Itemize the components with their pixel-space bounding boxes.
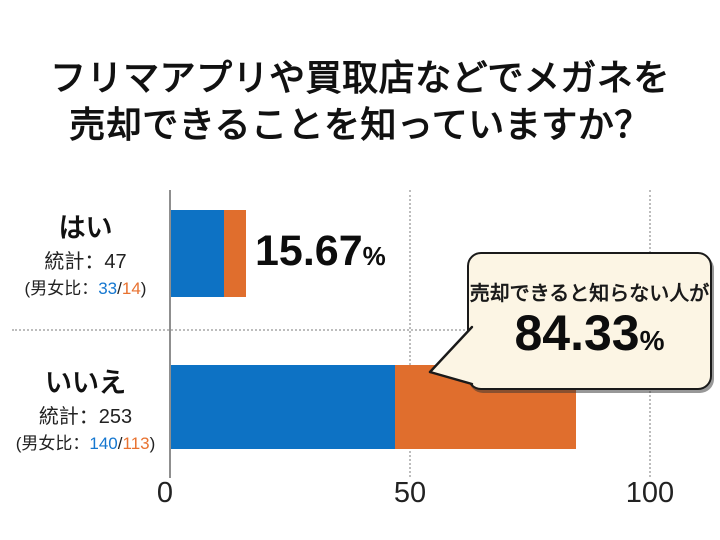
percent-value-yes: 15.67 (255, 227, 363, 275)
ratio-open: (男女比： (24, 279, 99, 298)
title-line-2: 売却できることを知っていますか？ (69, 104, 651, 145)
gender-ratio-label-yes: (男女比：33/14) (0, 278, 171, 299)
category-label-yes: はい (58, 213, 113, 243)
female-count-no: 113 (122, 434, 150, 453)
callout-tail (428, 325, 474, 386)
callout-percent: 84.33% (469, 306, 710, 368)
stat-label-no: 統計：253 (38, 406, 133, 428)
bar-yes (171, 210, 247, 297)
bar-segment-male-no (171, 365, 396, 449)
row-label-yes: はい 統計：47 (男女比：33/14) (0, 213, 171, 299)
female-count-yes: 14 (121, 279, 141, 298)
percent-unit-yes: % (362, 241, 386, 271)
title-line-1: フリマアプリや買取店などでメガネを (50, 57, 670, 98)
x-tick-50: 50 (393, 477, 427, 509)
callout-bubble: 売却できると知らない人が 84.33% (467, 252, 712, 390)
gridline-50 (409, 190, 411, 477)
y-axis-line (169, 190, 171, 478)
callout-percent-value: 84.33 (514, 305, 640, 361)
percent-label-yes: 15.67% (255, 227, 386, 280)
ratio-close: ) (149, 434, 156, 453)
stat-label-yes: 統計：47 (44, 251, 127, 273)
callout-percent-unit: % (639, 325, 665, 356)
callout-label: 売却できると知らない人が (469, 283, 710, 305)
bar-segment-male-yes (171, 210, 224, 297)
x-tick-0: 0 (156, 477, 174, 509)
page-title: フリマアプリや買取店などでメガネを 売却できることを知っていますか？ (0, 54, 720, 148)
x-tick-100: 100 (625, 477, 675, 509)
ratio-open: (男女比： (15, 434, 90, 453)
row-label-no: いいえ 統計：253 (男女比：140/113) (0, 368, 171, 454)
ratio-separator: / (117, 279, 122, 298)
male-count-no: 140 (89, 434, 118, 453)
male-count-yes: 33 (98, 279, 118, 298)
category-separator-line (12, 329, 708, 331)
ratio-separator: / (117, 434, 123, 453)
gender-ratio-label-no: (男女比：140/113) (0, 433, 171, 454)
ratio-close: ) (140, 279, 147, 298)
bar-segment-female-yes (223, 210, 247, 297)
category-label-no: いいえ (45, 368, 126, 398)
